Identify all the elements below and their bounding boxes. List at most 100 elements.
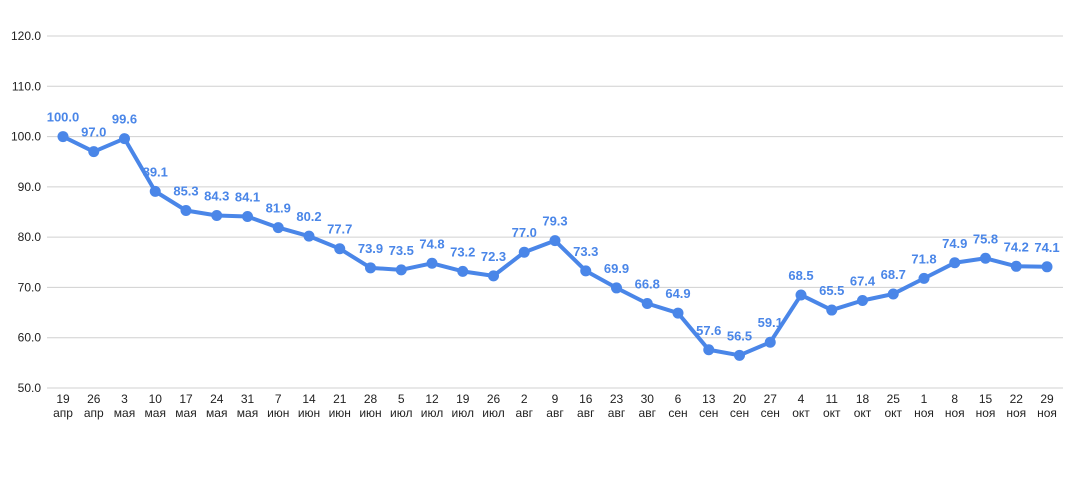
x-tick-label: 19 апр	[53, 392, 73, 420]
data-label: 97.0	[81, 125, 106, 140]
y-tick-label: 70.0	[18, 280, 42, 294]
x-tick-label: 6 сен	[668, 392, 687, 420]
data-label: 77.0	[512, 225, 537, 240]
x-tick-label: 3 мая	[114, 392, 135, 420]
x-tick-label: 8 ноя	[945, 392, 965, 420]
data-label: 66.8	[635, 277, 660, 292]
data-point	[365, 262, 376, 274]
data-label: 73.5	[389, 243, 414, 258]
data-label: 84.3	[204, 189, 229, 204]
data-point	[549, 235, 561, 247]
data-label: 72.3	[481, 249, 506, 264]
x-tick-label: 2 авг	[516, 392, 534, 420]
x-tick-label: 19 июл	[452, 392, 474, 420]
data-labels: 100.097.0 99.6 89.1 85.3 84.3 84.1 81.9 80.2 77.…	[47, 110, 1060, 344]
x-tick-label: 10 мая	[145, 392, 166, 420]
y-tick-label: 120.0	[11, 29, 41, 43]
data-point	[1041, 261, 1053, 273]
data-point	[303, 230, 315, 242]
data-point	[272, 222, 284, 234]
x-tick-label: 11 окт	[823, 392, 841, 420]
data-label: 81.9	[266, 201, 291, 216]
x-tick-label: 25 окт	[884, 392, 902, 420]
data-label: 79.3	[542, 214, 567, 229]
data-point	[88, 146, 100, 158]
x-tick-label: 12 июл	[421, 392, 443, 420]
x-tick-label: 29 ноя	[1037, 392, 1057, 420]
data-label: 57.6	[696, 323, 721, 338]
x-tick-label: 27 сен	[761, 392, 780, 420]
x-tick-label: 16 авг	[577, 392, 595, 420]
data-point	[180, 204, 192, 216]
data-label: 74.9	[942, 236, 967, 251]
data-point	[395, 264, 407, 276]
data-point	[734, 349, 745, 361]
y-tick-label: 80.0	[18, 230, 42, 244]
data-label: 99.6	[112, 112, 137, 127]
data-points	[57, 131, 1053, 361]
x-tick-label: 7 июн	[267, 392, 289, 420]
y-tick-label: 90.0	[18, 180, 42, 194]
data-label: 85.3	[173, 183, 198, 198]
x-tick-label: 28 июн	[359, 392, 381, 420]
data-label: 64.9	[665, 286, 690, 301]
data-point	[764, 336, 776, 348]
data-point	[488, 270, 499, 282]
x-tick-label: 26 июл	[482, 392, 504, 420]
x-tick-label: 17 мая	[175, 392, 196, 420]
x-tick-label: 13 сен	[699, 392, 718, 420]
data-label: 74.2	[1004, 239, 1029, 254]
data-label: 59.1	[758, 315, 783, 330]
x-tick-label: 26 апр	[84, 392, 104, 420]
data-point	[887, 288, 899, 300]
x-axis-ticks: 19 апр 26 апр 3 мая 10 мая 17 мая 24 мая 31 мая 7 июн 14…	[53, 392, 1057, 420]
x-tick-label: 15 ноя	[976, 392, 996, 420]
data-label: 65.5	[819, 283, 844, 298]
data-label: 56.5	[727, 328, 752, 343]
x-tick-label: 22 ноя	[1006, 392, 1026, 420]
x-tick-label: 18 окт	[854, 392, 872, 420]
x-tick-label: 9 авг	[546, 392, 564, 420]
data-label: 73.9	[358, 241, 383, 256]
data-point	[641, 298, 653, 310]
data-point	[457, 265, 469, 277]
data-label: 77.7	[327, 222, 352, 237]
data-label: 74.1	[1034, 240, 1059, 255]
data-point	[826, 304, 838, 316]
data-label: 80.2	[296, 209, 321, 224]
y-axis-ticks: 50.0 60.0 70.0 80.0 90.0 100.0 110.0 120.0	[11, 29, 41, 395]
data-label: 68.5	[788, 268, 813, 283]
data-label: 67.4	[850, 274, 876, 289]
x-tick-label: 30 авг	[639, 392, 657, 420]
data-label: 100.0	[47, 110, 80, 125]
data-label: 69.9	[604, 261, 629, 276]
data-point	[949, 257, 961, 269]
data-point	[918, 272, 930, 284]
data-point	[149, 185, 161, 197]
data-point	[1010, 260, 1022, 272]
data-label: 68.7	[881, 267, 906, 282]
data-point	[211, 210, 223, 222]
data-point	[672, 307, 684, 319]
data-point	[518, 246, 530, 258]
data-point	[703, 344, 715, 356]
data-point	[242, 211, 253, 223]
y-tick-label: 110.0	[12, 79, 41, 93]
x-tick-label: 31 мая	[237, 392, 258, 420]
data-label: 75.8	[973, 231, 998, 246]
x-tick-label: 21 июн	[329, 392, 351, 420]
data-point	[426, 257, 438, 269]
data-point	[334, 243, 346, 255]
y-tick-label: 60.0	[18, 331, 42, 345]
y-tick-label: 50.0	[18, 381, 42, 395]
data-label: 71.8	[911, 251, 936, 266]
x-tick-label: 20 сен	[730, 392, 749, 420]
data-label: 84.1	[235, 190, 260, 205]
x-tick-label: 1 ноя	[914, 392, 934, 420]
x-tick-label: 24 мая	[206, 392, 227, 420]
data-point	[611, 282, 622, 294]
data-point	[980, 252, 991, 264]
data-point	[795, 289, 807, 301]
x-tick-label: 4 окт	[792, 392, 810, 420]
